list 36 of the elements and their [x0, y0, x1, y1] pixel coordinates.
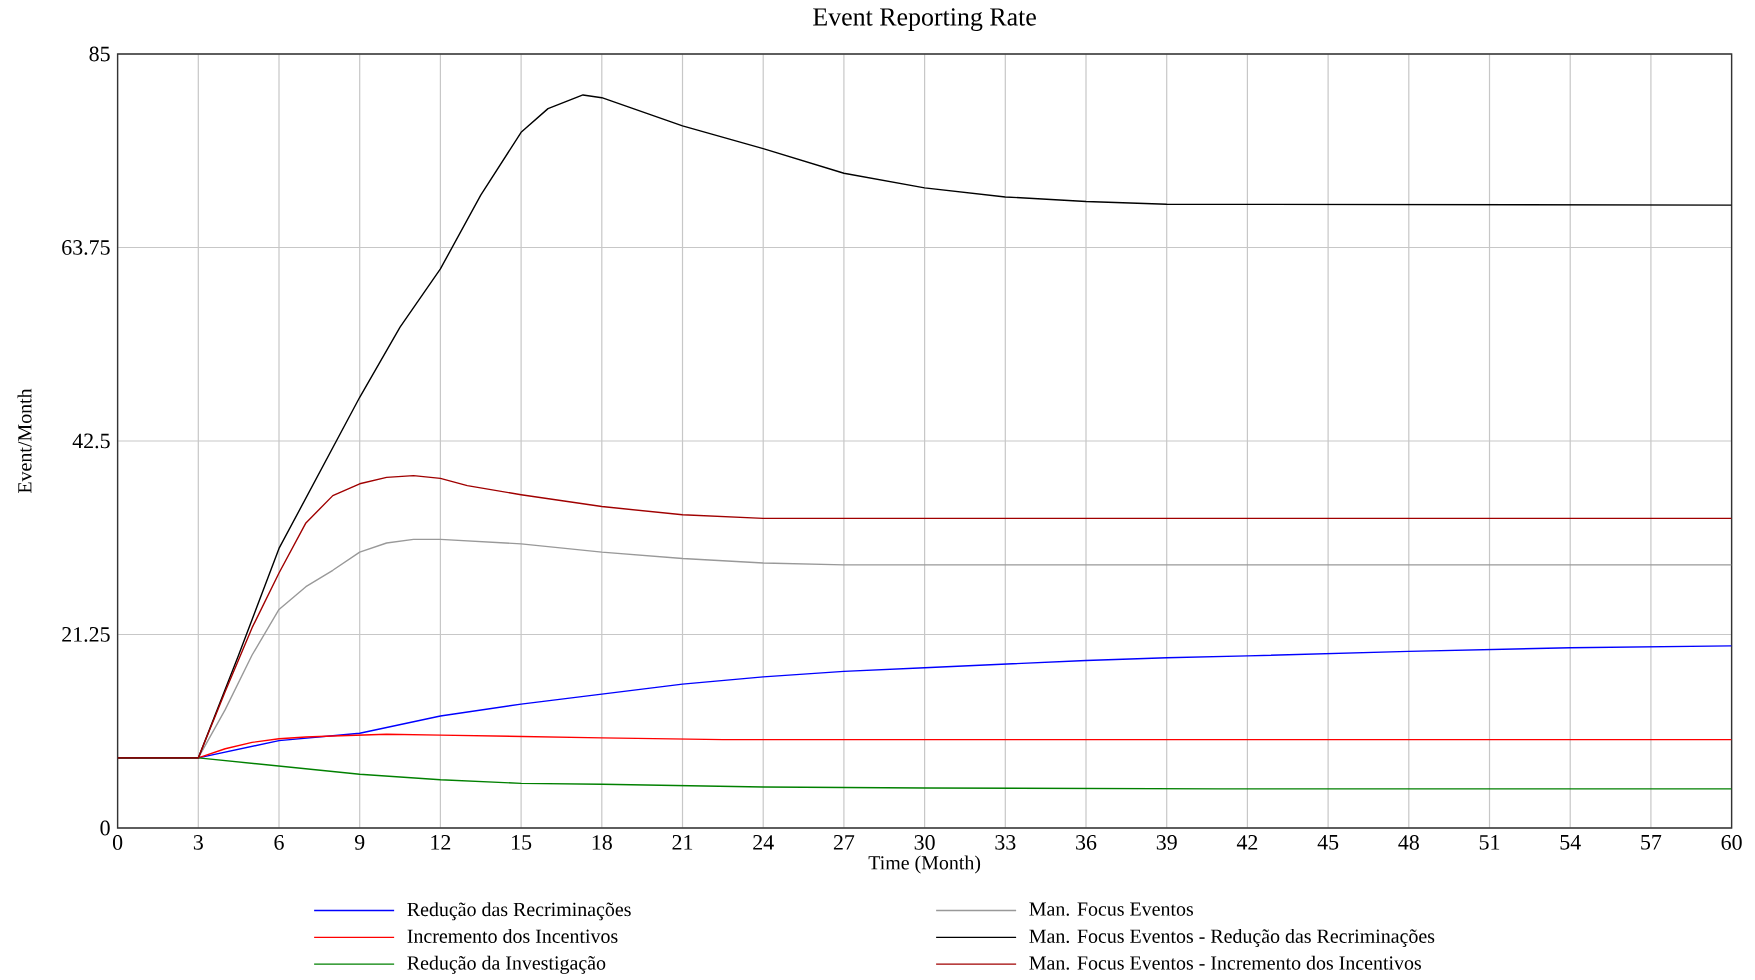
x-tick-label: 60 [1721, 835, 1742, 850]
x-tick-label: 54 [1560, 835, 1581, 850]
chart-title: Event Reporting Rate [813, 8, 1036, 31]
x-tick-label: 57 [1641, 835, 1662, 850]
x-tick-label: 45 [1317, 835, 1339, 850]
x-tick-label: 15 [512, 835, 532, 850]
legend-label: Redução da Investigação [407, 955, 606, 974]
x-tick-label: 36 [1076, 835, 1097, 850]
x-tick-label: 42 [1236, 835, 1258, 850]
x-tick-label: 9 [354, 835, 365, 850]
x-tick-label: 24 [753, 835, 774, 850]
x-tick-label: 39 [1156, 835, 1177, 850]
x-tick-label: 12 [431, 835, 451, 850]
x-axis-title: Time (Month) [868, 855, 981, 874]
legend-label: Man. Focus Eventos - Incremento dos Incentivos [1029, 955, 1421, 970]
y-tick-label: 85 [89, 46, 110, 62]
legend-label: Man. Focus Eventos - Redução das Recriminações [1029, 928, 1435, 948]
x-tick-label: 18 [592, 835, 612, 850]
y-tick-label: 42.5 [72, 433, 110, 449]
x-tick-label: 6 [274, 835, 284, 850]
x-tick-label: 21 [672, 835, 693, 850]
legend-label: Man. Focus Eventos [1029, 902, 1193, 916]
line-series [117, 474, 1732, 759]
y-tick-label: 63.75 [62, 240, 110, 255]
legend-label: Incremento dos Incentivos [407, 928, 618, 943]
y-tick-label: 0 [100, 820, 110, 836]
x-tick-label: 0 [112, 835, 123, 850]
legend-label: Redução das Recriminações [407, 902, 631, 921]
x-tick-label: 51 [1479, 835, 1500, 850]
x-tick-label: 48 [1398, 835, 1419, 850]
y-tick-label: 21.25 [62, 627, 110, 642]
x-tick-label: 27 [833, 835, 855, 850]
x-tick-label: 3 [193, 835, 203, 850]
x-tick-label: 30 [914, 835, 935, 850]
x-tick-label: 33 [995, 835, 1016, 850]
y-axis-title: Event/Month [17, 388, 32, 494]
